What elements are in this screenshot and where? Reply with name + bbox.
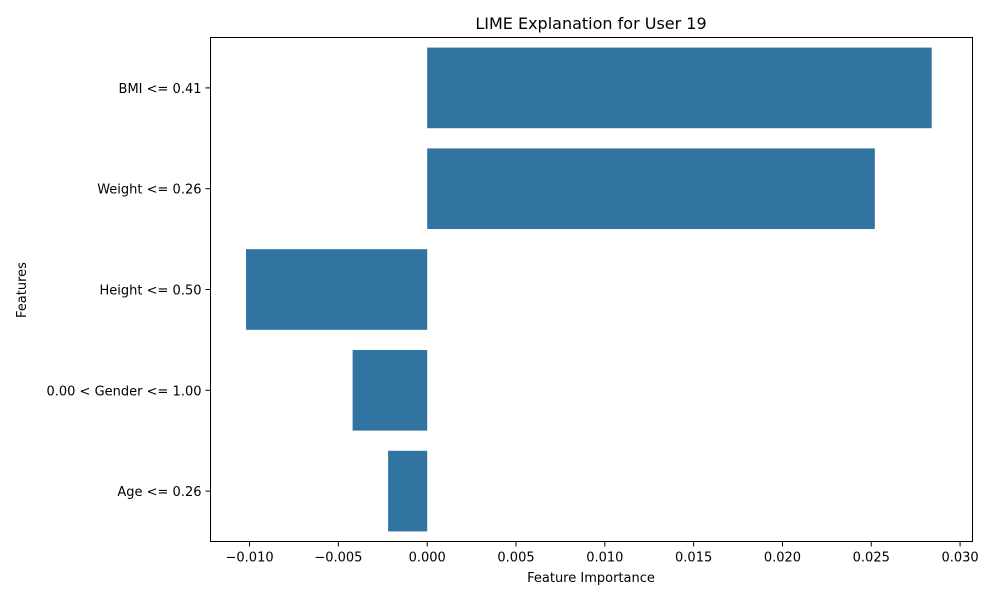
x-tick-label: 0.015 xyxy=(675,551,712,566)
x-tick-label: 0.000 xyxy=(409,551,446,566)
bar-2 xyxy=(246,249,428,330)
y-tick-label: BMI <= 0.41 xyxy=(119,82,202,97)
y-tick-label: Age <= 0.26 xyxy=(117,485,201,500)
y-tick-label: 0.00 < Gender <= 1.00 xyxy=(46,384,201,399)
bar-1 xyxy=(427,148,875,230)
x-tick-label: 0.025 xyxy=(853,551,890,566)
bars-group xyxy=(246,47,932,532)
x-axis-ticks: −0.010 −0.005 0.000 0.005 0.010 0.015 0.020 0.0… xyxy=(226,541,979,566)
chart-title: LIME Explanation for User 19 xyxy=(475,14,706,33)
x-tick-label: 0.010 xyxy=(586,551,623,566)
bar-4 xyxy=(388,450,428,532)
x-tick-label: 0.005 xyxy=(497,551,534,566)
x-tick-label: 0.030 xyxy=(941,551,978,566)
x-tick-label: 0.020 xyxy=(764,551,801,566)
y-axis-ticks: BMI <= 0.41 Weight <= 0.26 Height <= 0.50 0… xyxy=(46,82,211,500)
bar-0 xyxy=(427,47,932,129)
y-tick-label: Height <= 0.50 xyxy=(100,284,202,299)
x-tick-label: −0.010 xyxy=(226,551,274,566)
x-axis-label: Feature Importance xyxy=(527,571,655,586)
bar-3 xyxy=(352,349,428,431)
x-tick-label: −0.005 xyxy=(314,551,362,566)
y-tick-label: Weight <= 0.26 xyxy=(97,183,201,198)
y-axis-label: Features xyxy=(15,262,30,318)
